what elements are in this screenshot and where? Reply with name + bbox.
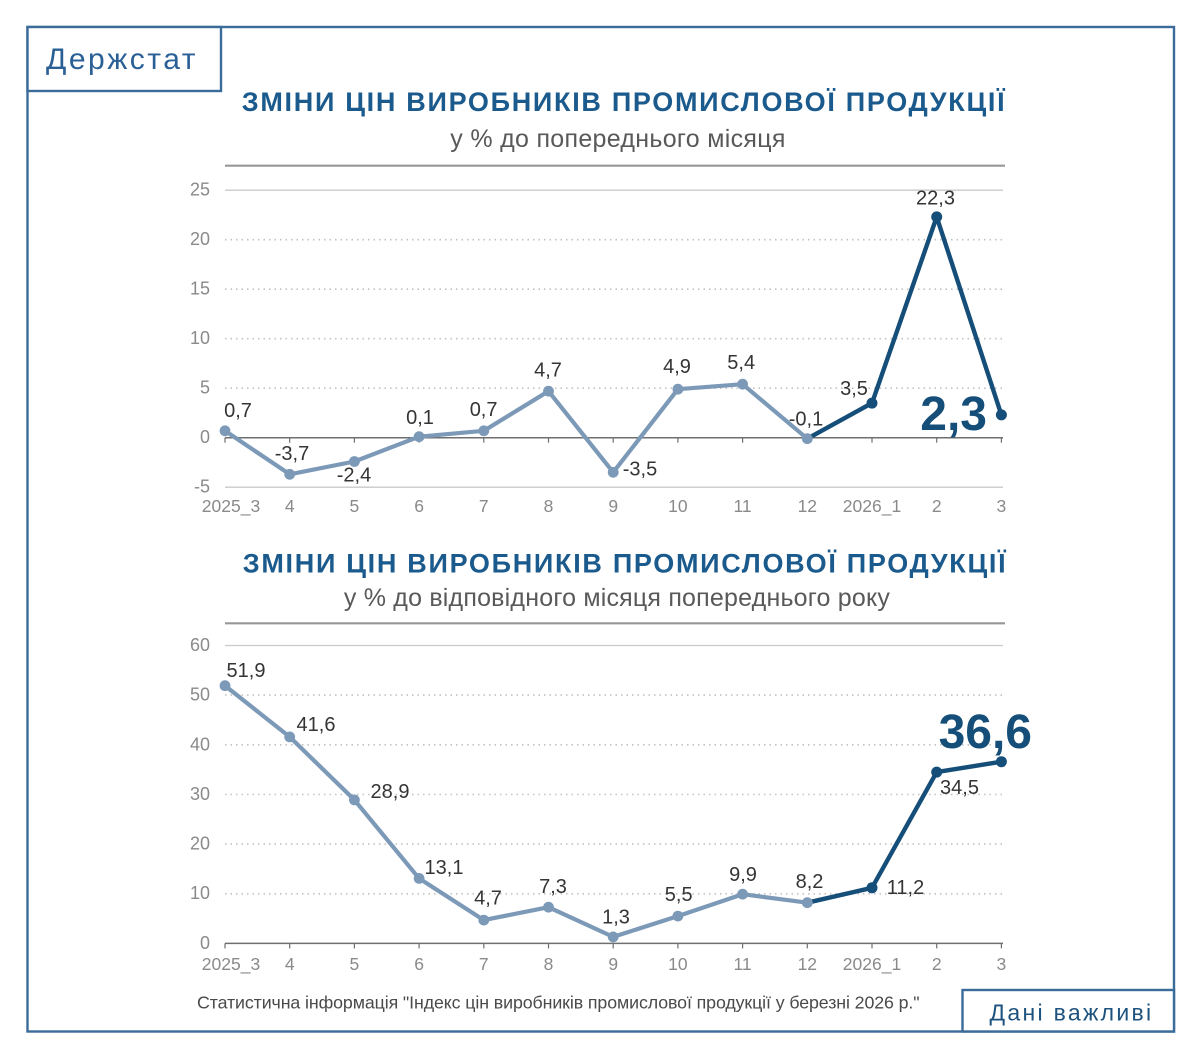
svg-text:7: 7 <box>479 954 489 974</box>
svg-text:0: 0 <box>200 933 210 953</box>
svg-text:41,6: 41,6 <box>297 714 336 736</box>
svg-text:2026_1: 2026_1 <box>843 496 901 517</box>
svg-text:25: 25 <box>190 180 210 200</box>
svg-text:6: 6 <box>414 496 424 516</box>
svg-text:40: 40 <box>190 734 210 754</box>
svg-text:3: 3 <box>997 954 1007 974</box>
svg-text:6: 6 <box>414 954 424 974</box>
svg-text:15: 15 <box>190 279 210 299</box>
svg-text:Держстат: Держстат <box>46 43 198 76</box>
svg-text:9: 9 <box>608 496 618 516</box>
svg-text:8,2: 8,2 <box>796 871 824 893</box>
svg-text:8: 8 <box>544 954 554 974</box>
svg-text:51,9: 51,9 <box>227 660 266 682</box>
svg-text:-2,4: -2,4 <box>337 465 371 487</box>
svg-text:5: 5 <box>350 496 360 516</box>
svg-text:Дані важливі: Дані важливі <box>990 1000 1154 1026</box>
svg-text:-5: -5 <box>194 477 210 497</box>
svg-text:9: 9 <box>608 954 618 974</box>
svg-text:34,5: 34,5 <box>940 777 979 799</box>
svg-text:2: 2 <box>932 496 942 516</box>
svg-text:12: 12 <box>798 496 817 516</box>
svg-text:ЗМІНИ ЦІН ВИРОБНИКІВ ПРОМИСЛОВ: ЗМІНИ ЦІН ВИРОБНИКІВ ПРОМИСЛОВОЇ ПРОДУКЦ… <box>242 87 1007 117</box>
svg-text:30: 30 <box>190 784 210 804</box>
svg-text:2025_3: 2025_3 <box>202 496 260 517</box>
svg-text:4: 4 <box>285 496 295 516</box>
svg-text:60: 60 <box>190 635 210 655</box>
svg-text:11,2: 11,2 <box>887 877 924 899</box>
svg-text:2025_3: 2025_3 <box>202 954 260 975</box>
svg-text:10: 10 <box>668 954 688 974</box>
svg-text:50: 50 <box>190 685 210 705</box>
svg-text:у % до попереднього місяця: у % до попереднього місяця <box>450 125 785 153</box>
svg-text:28,9: 28,9 <box>371 781 410 803</box>
svg-text:у % до відповідного місяця поп: у % до відповідного місяця попереднього … <box>344 584 891 612</box>
svg-text:10: 10 <box>190 328 210 348</box>
svg-text:3,5: 3,5 <box>840 378 868 400</box>
svg-text:20: 20 <box>190 229 210 249</box>
svg-text:4: 4 <box>285 954 295 974</box>
svg-text:1,3: 1,3 <box>602 907 630 929</box>
svg-text:9,9: 9,9 <box>729 864 757 886</box>
svg-text:4,7: 4,7 <box>474 888 502 910</box>
svg-text:5: 5 <box>200 378 210 398</box>
svg-text:4,7: 4,7 <box>534 360 562 382</box>
svg-text:0,1: 0,1 <box>406 407 434 429</box>
svg-text:22,3: 22,3 <box>916 188 955 210</box>
svg-text:4,9: 4,9 <box>663 356 691 378</box>
svg-text:-0,1: -0,1 <box>789 409 823 431</box>
svg-text:0: 0 <box>200 427 210 447</box>
svg-text:2: 2 <box>932 954 942 974</box>
svg-text:8: 8 <box>544 496 554 516</box>
svg-text:5,4: 5,4 <box>727 352 755 374</box>
svg-text:5,5: 5,5 <box>665 884 693 906</box>
svg-text:11: 11 <box>734 954 752 974</box>
svg-text:-3,5: -3,5 <box>623 459 657 481</box>
svg-text:0,7: 0,7 <box>224 400 252 422</box>
svg-text:2,3: 2,3 <box>920 388 987 441</box>
svg-text:5: 5 <box>350 954 360 974</box>
svg-text:Статистична інформація "Індекс: Статистична інформація "Індекс цін вироб… <box>197 993 920 1013</box>
svg-text:10: 10 <box>668 496 688 516</box>
svg-text:-3,7: -3,7 <box>275 443 309 465</box>
svg-text:2026_1: 2026_1 <box>843 954 901 975</box>
svg-text:7: 7 <box>479 496 489 516</box>
svg-text:0,7: 0,7 <box>470 399 498 421</box>
svg-text:3: 3 <box>997 496 1007 516</box>
svg-text:10: 10 <box>190 883 210 903</box>
svg-text:12: 12 <box>798 954 817 974</box>
svg-text:20: 20 <box>190 834 210 854</box>
svg-text:13,1: 13,1 <box>425 857 464 879</box>
svg-text:ЗМІНИ ЦІН ВИРОБНИКІВ ПРОМИСЛОВ: ЗМІНИ ЦІН ВИРОБНИКІВ ПРОМИСЛОВОЇ ПРОДУКЦ… <box>243 549 1008 579</box>
svg-text:11: 11 <box>734 496 752 516</box>
svg-text:7,3: 7,3 <box>539 876 567 898</box>
svg-text:36,6: 36,6 <box>939 706 1032 759</box>
